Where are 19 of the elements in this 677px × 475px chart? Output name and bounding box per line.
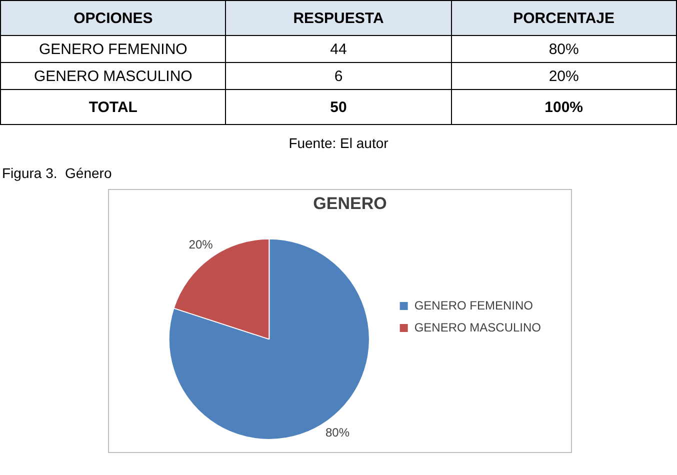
legend-label: GENERO FEMENINO: [414, 298, 533, 312]
chart-title: GENERO: [313, 194, 387, 213]
data-label: 50: [226, 90, 452, 124]
source-note: Fuente: El autor: [288, 135, 390, 151]
text: PORCENTAJE: [451, 0, 676, 36]
data-label: 100%: [451, 90, 676, 124]
data-label: 80%: [326, 426, 350, 440]
data-label: 44: [226, 36, 452, 62]
text: OPCIONES: [0, 0, 226, 36]
text: Figura 3. Género: [2, 165, 113, 181]
data-label: 20%: [188, 237, 214, 252]
category-label: GENERO MASCULINO: [0, 62, 226, 90]
data-label: 6: [226, 62, 452, 90]
category-label: TOTAL: [0, 90, 226, 124]
category-label: GENERO FEMENINO: [0, 36, 226, 62]
data-label: 20%: [451, 62, 676, 90]
text: RESPUESTA: [226, 0, 452, 36]
data-label: 80%: [451, 36, 676, 62]
legend-label: GENERO MASCULINO: [414, 320, 541, 334]
